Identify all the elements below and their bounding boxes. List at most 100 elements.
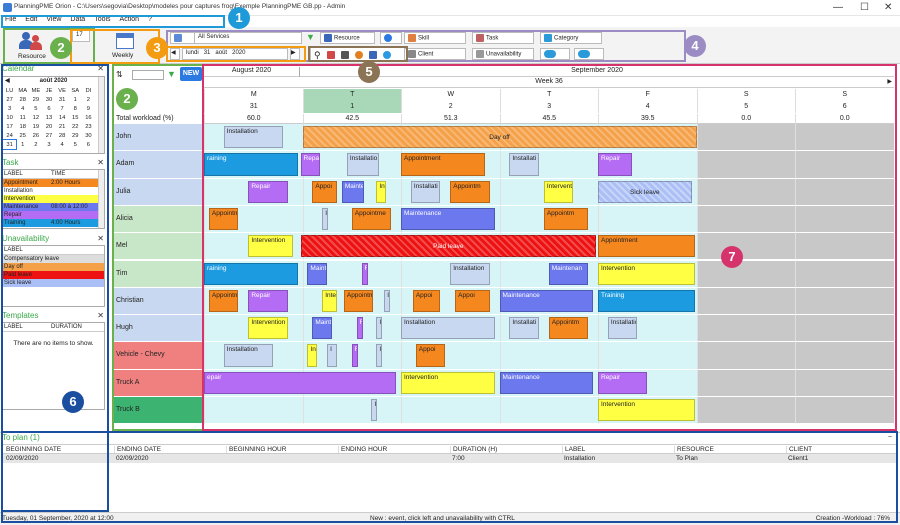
schedule-event[interactable]: Paid leave (300, 235, 597, 258)
weekly-view-label[interactable]: Weekly (112, 52, 134, 59)
resource-row[interactable]: Truck B (114, 397, 202, 424)
schedule-event[interactable]: Appointm (343, 289, 374, 313)
schedule-event[interactable]: I (371, 399, 378, 422)
schedule-event[interactable]: Repair (598, 153, 633, 176)
unavailability-list-item[interactable]: Sick leave (3, 279, 104, 287)
prev-week-button[interactable]: ◀ (170, 48, 180, 60)
resource-row[interactable]: Julia (114, 178, 202, 205)
schedule-event[interactable]: I (384, 289, 391, 313)
calendar-day[interactable]: 5 (34, 105, 38, 112)
schedule-event[interactable]: Repair (598, 371, 648, 394)
calendar-day[interactable]: 30 (85, 132, 92, 139)
schedule-event[interactable]: Intervention (248, 317, 288, 340)
schedule-event[interactable]: Int (307, 344, 318, 367)
resource-row[interactable]: Hugh (114, 315, 202, 342)
calendar-day[interactable]: 18 (19, 123, 26, 130)
schedule-cell[interactable] (795, 205, 894, 234)
schedule-event[interactable]: I (327, 344, 337, 367)
close-icon[interactable]: ✕ (97, 64, 104, 73)
scroll-right-icon[interactable]: ▶ (887, 79, 892, 85)
schedule-cell[interactable] (696, 369, 795, 397)
calendar-day[interactable]: 28 (19, 96, 26, 103)
menu-edit[interactable]: Edit (25, 16, 38, 23)
schedule-event[interactable]: Installation (401, 317, 495, 340)
calendar-day[interactable]: 1 (73, 96, 77, 103)
calendar-day[interactable]: 27 (6, 96, 13, 103)
copy-icon[interactable] (369, 51, 377, 59)
schedule-cell[interactable] (795, 233, 894, 261)
next-week-button[interactable]: ▶ (290, 48, 300, 60)
schedule-event[interactable]: R (361, 262, 368, 285)
schedule-event[interactable]: Appoi (415, 344, 446, 367)
schedule-event[interactable]: Appointment (598, 235, 695, 258)
calendar-day[interactable]: 14 (58, 114, 66, 121)
calendar-day[interactable]: 3 (47, 141, 51, 148)
week-number-input[interactable]: 17 (72, 30, 90, 42)
schedule-cell[interactable] (499, 397, 598, 425)
schedule-event[interactable]: Appoi (455, 289, 490, 313)
schedule-cell[interactable] (795, 260, 894, 288)
schedule-cell[interactable] (795, 342, 894, 370)
to-plan-column-header[interactable]: BEGINNING DATE (6, 446, 62, 453)
schedule-event[interactable]: Appoi (312, 180, 337, 203)
task-list-item[interactable]: Appointment 2:00 Hours (3, 179, 104, 187)
schedule-cell[interactable] (302, 397, 401, 425)
schedule-event[interactable]: Maintenance (499, 289, 594, 313)
schedule-event[interactable]: R (356, 317, 363, 340)
schedule-event[interactable]: Installati (410, 180, 441, 203)
menu-file[interactable]: File (5, 16, 17, 23)
menu-help[interactable]: ? (148, 16, 152, 23)
print-icon[interactable] (341, 51, 349, 59)
to-plan-column-header[interactable]: ENDING DATE (114, 446, 222, 453)
close-icon[interactable]: ✕ (97, 158, 104, 167)
menu-view[interactable]: View (46, 16, 62, 23)
calendar-day[interactable]: 26 (32, 132, 40, 139)
menu-tools[interactable]: Tools (94, 16, 111, 23)
schedule-event[interactable]: R (351, 344, 358, 367)
schedule-event[interactable]: Appointm (548, 317, 589, 340)
schedule-event[interactable]: Installation (450, 262, 490, 285)
task-list-item[interactable]: Repair (3, 211, 104, 219)
schedule-event[interactable]: Intervention (598, 399, 695, 422)
calendar-red-icon[interactable] (327, 51, 335, 59)
to-plan-column-header[interactable]: LABEL (562, 446, 670, 453)
resource-row[interactable]: Tim (114, 260, 202, 287)
close-icon[interactable]: ✕ (97, 234, 104, 243)
schedule-cell[interactable] (696, 342, 795, 370)
calendar-day[interactable]: 17 (6, 123, 13, 130)
schedule-cell[interactable] (401, 397, 500, 425)
schedule-event[interactable]: Appointm (543, 207, 589, 231)
calendar-day[interactable]: 19 (32, 123, 40, 130)
schedule-event[interactable]: Day off (302, 126, 697, 149)
calendar-day[interactable]: 6 (47, 105, 51, 112)
calendar-day[interactable]: 31 (1, 139, 18, 150)
schedule-cell[interactable] (204, 397, 303, 425)
calendar-day[interactable]: 7 (60, 105, 64, 112)
calendar-day[interactable]: 2 (34, 141, 38, 148)
calendar-day[interactable]: 10 (6, 114, 13, 121)
to-plan-row[interactable]: 02/09/2020 02/09/2020 7:00 Installation To P… (2, 454, 898, 463)
toggle-2[interactable] (574, 48, 604, 60)
pin-icon[interactable]: − (887, 434, 892, 441)
skill-select[interactable]: Skill (404, 32, 466, 44)
calendar-day[interactable]: 9 (86, 105, 91, 112)
calendar-day[interactable]: 21 (58, 123, 66, 130)
to-plan-column-header[interactable]: CLIENT (786, 446, 894, 453)
unavailability-select[interactable]: Unavailability (472, 48, 534, 60)
calendar-day[interactable]: 16 (85, 114, 92, 121)
schedule-cell[interactable] (696, 178, 795, 206)
calendar-day[interactable]: 13 (45, 114, 53, 121)
prev-month-icon[interactable]: ◀ (5, 78, 10, 84)
palette-icon[interactable] (355, 51, 363, 59)
close-icon[interactable]: ✕ (884, 2, 893, 13)
schedule-event[interactable]: Appointm (450, 180, 490, 203)
calendar-day[interactable]: 2 (86, 96, 91, 103)
schedule-cell[interactable] (598, 342, 697, 370)
resource-search-input[interactable] (132, 70, 164, 80)
schedule-event[interactable]: raining (204, 153, 298, 176)
calendar-day[interactable]: 25 (19, 132, 26, 139)
resource-row[interactable]: Christian (114, 287, 202, 315)
schedule-event[interactable]: Appointme (351, 207, 392, 231)
resource-row[interactable]: Adam (114, 151, 202, 178)
